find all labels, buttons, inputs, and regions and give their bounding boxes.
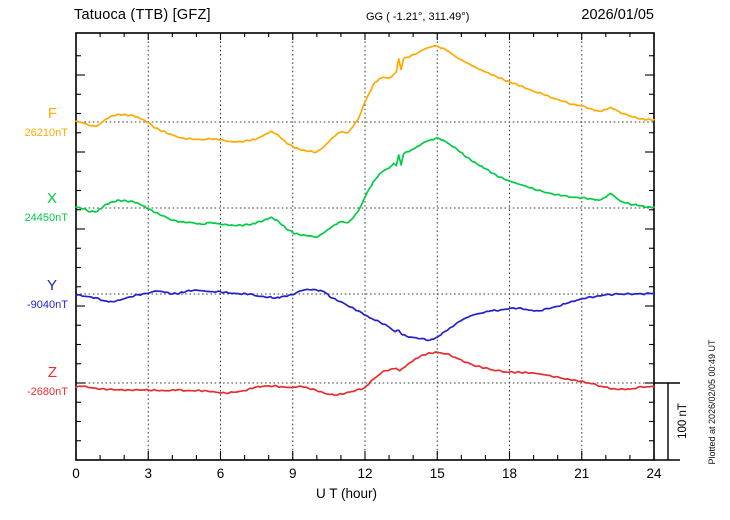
series-letter-Z: Z xyxy=(47,364,57,381)
plot-date: 2026/01/05 xyxy=(581,7,654,23)
x-axis-tick-label: 3 xyxy=(144,466,153,481)
series-letter-Y: Y xyxy=(46,277,57,294)
x-axis-tick-label: 15 xyxy=(429,466,445,481)
x-axis-tick-label: 9 xyxy=(288,466,297,481)
curve-Z xyxy=(75,351,655,397)
curve-Y xyxy=(75,288,655,342)
curve-F xyxy=(75,44,655,154)
x-axis-tick-label: 24 xyxy=(646,466,662,481)
curve-X xyxy=(75,137,655,239)
series-baseline-value-Z: -2680nT xyxy=(27,386,68,398)
x-axis-title: U T (hour) xyxy=(316,486,378,501)
series-letter-X: X xyxy=(46,190,57,207)
scale-bar-label: 100 nT xyxy=(677,403,689,439)
x-axis-tick-label: 18 xyxy=(501,466,518,481)
x-axis-tick-label: 12 xyxy=(357,466,373,481)
geographic-coords: GG ( -1.21°, 311.49°) xyxy=(366,11,470,23)
series-letter-F: F xyxy=(47,105,57,122)
series-baseline-value-Y: -9040nT xyxy=(27,299,68,311)
x-axis-tick-label: 0 xyxy=(72,466,80,481)
station-title: Tatuoca (TTB) [GFZ] xyxy=(74,7,211,23)
series-baseline-value-F: 26210nT xyxy=(24,127,68,139)
x-axis-tick-label: 6 xyxy=(216,466,225,481)
x-axis-tick-label: 21 xyxy=(574,466,590,481)
series-baseline-value-X: 24450nT xyxy=(24,212,68,224)
plotted-timestamp-note: Plotted at 2026/02/05 00:49 UT xyxy=(707,339,717,465)
